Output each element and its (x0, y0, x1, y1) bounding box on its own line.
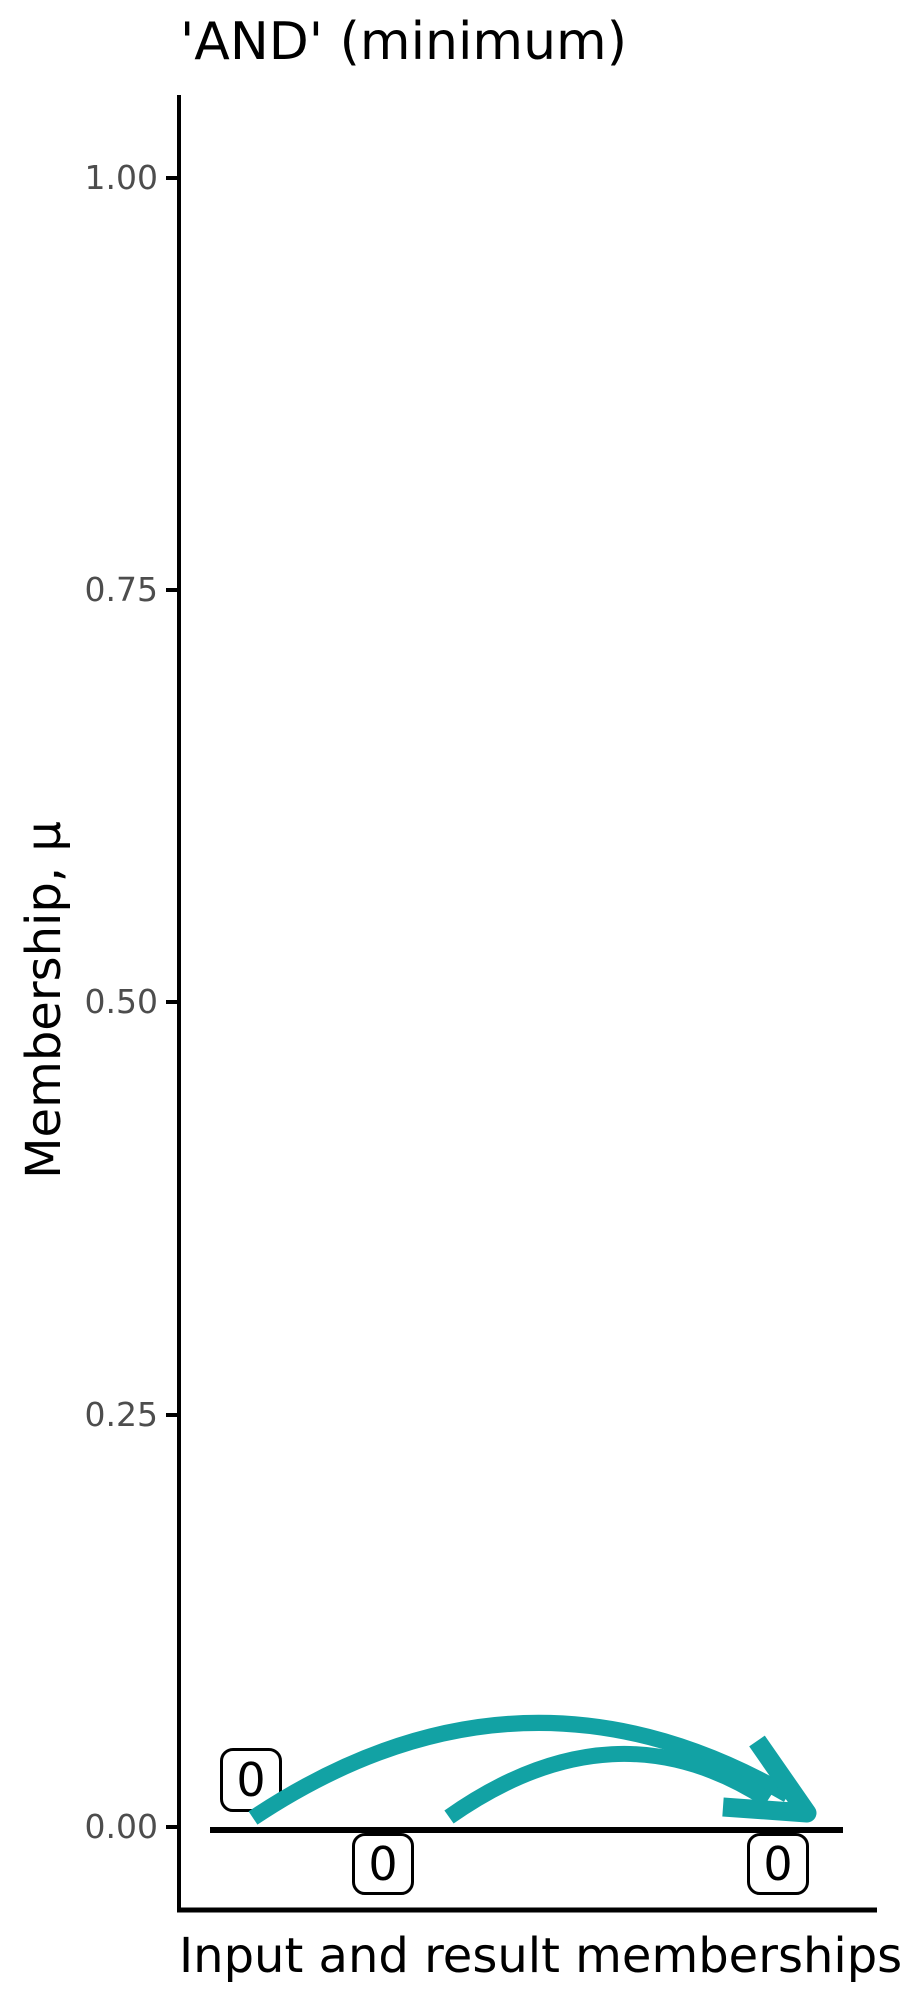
plot-title: 'AND' (minimum) (180, 12, 627, 72)
membership-value-result: 0 (763, 1837, 793, 1891)
arrowhead-icon (722, 1735, 817, 1823)
x-axis-title: Input and result memberships (179, 1928, 900, 1984)
y-tick-label-000: 0.00 (84, 1807, 158, 1846)
membership-label-input-2: 0 (352, 1833, 414, 1895)
arrow-arc-input2-to-result (444, 1745, 773, 1824)
membership-value-input-2: 0 (368, 1837, 398, 1891)
y-tick-label-075: 0.75 (84, 570, 158, 609)
y-tick-label-025: 0.25 (84, 1395, 158, 1434)
membership-label-result: 0 (747, 1833, 809, 1895)
arrow-arc-input1-to-result (248, 1714, 793, 1825)
membership-label-input-1: 0 (220, 1748, 282, 1812)
y-tick-label-100: 1.00 (84, 158, 158, 197)
y-tick-label-050: 0.50 (84, 982, 158, 1021)
membership-value-input-1: 0 (236, 1753, 266, 1807)
